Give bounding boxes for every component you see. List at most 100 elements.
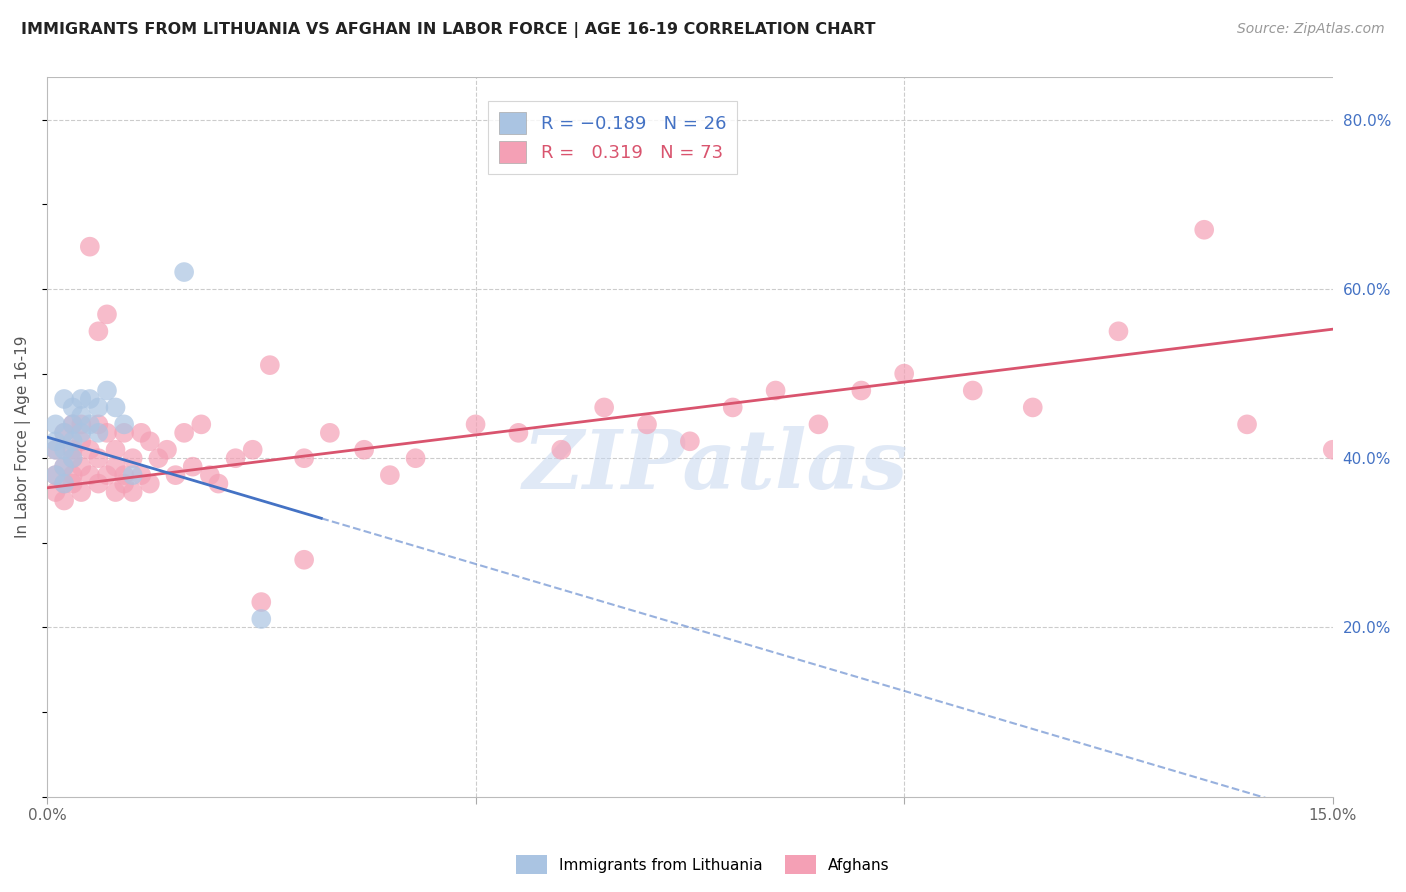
Point <box>87 451 110 466</box>
Point <box>112 417 135 432</box>
Point <box>45 468 67 483</box>
Point <box>173 425 195 440</box>
Point <box>250 612 273 626</box>
Point <box>79 468 101 483</box>
Point <box>45 417 67 432</box>
Point <box>464 417 486 432</box>
Point <box>53 392 76 406</box>
Point <box>87 417 110 432</box>
Legend: Immigrants from Lithuania, Afghans: Immigrants from Lithuania, Afghans <box>510 849 896 880</box>
Point <box>96 468 118 483</box>
Point <box>129 425 152 440</box>
Point <box>62 451 84 466</box>
Point <box>62 468 84 483</box>
Point <box>45 442 67 457</box>
Point <box>62 476 84 491</box>
Point <box>765 384 787 398</box>
Point <box>70 417 93 432</box>
Point <box>292 553 315 567</box>
Point <box>139 476 162 491</box>
Point <box>70 409 93 423</box>
Point <box>259 358 281 372</box>
Point <box>70 434 93 449</box>
Point <box>962 384 984 398</box>
Point <box>250 595 273 609</box>
Point <box>62 434 84 449</box>
Point <box>53 493 76 508</box>
Point <box>508 425 530 440</box>
Point <box>112 468 135 483</box>
Point <box>70 392 93 406</box>
Point <box>104 401 127 415</box>
Point <box>1022 401 1045 415</box>
Point <box>79 240 101 254</box>
Point <box>121 485 143 500</box>
Point <box>45 434 67 449</box>
Point <box>96 384 118 398</box>
Point <box>139 434 162 449</box>
Point <box>53 442 76 457</box>
Point <box>207 476 229 491</box>
Point <box>70 459 93 474</box>
Point <box>96 425 118 440</box>
Legend: R = −0.189   N = 26, R =   0.319   N = 73: R = −0.189 N = 26, R = 0.319 N = 73 <box>488 101 737 174</box>
Point <box>87 401 110 415</box>
Point <box>405 451 427 466</box>
Point <box>70 425 93 440</box>
Point <box>173 265 195 279</box>
Point <box>353 442 375 457</box>
Point <box>181 459 204 474</box>
Point <box>165 468 187 483</box>
Point <box>53 425 76 440</box>
Text: ZIPatlas: ZIPatlas <box>523 425 908 506</box>
Point <box>62 417 84 432</box>
Text: IMMIGRANTS FROM LITHUANIA VS AFGHAN IN LABOR FORCE | AGE 16-19 CORRELATION CHART: IMMIGRANTS FROM LITHUANIA VS AFGHAN IN L… <box>21 22 876 38</box>
Point <box>593 401 616 415</box>
Point <box>1236 417 1258 432</box>
Point <box>62 417 84 432</box>
Point <box>242 442 264 457</box>
Point <box>378 468 401 483</box>
Point <box>96 307 118 321</box>
Point <box>104 442 127 457</box>
Point <box>87 324 110 338</box>
Point <box>807 417 830 432</box>
Point <box>198 468 221 483</box>
Point <box>53 459 76 474</box>
Y-axis label: In Labor Force | Age 16-19: In Labor Force | Age 16-19 <box>15 335 31 538</box>
Point <box>62 451 84 466</box>
Point <box>45 485 67 500</box>
Point <box>79 392 101 406</box>
Point <box>156 442 179 457</box>
Point <box>53 425 76 440</box>
Point <box>45 442 67 457</box>
Point <box>70 485 93 500</box>
Point <box>79 417 101 432</box>
Point <box>1192 223 1215 237</box>
Point <box>129 468 152 483</box>
Point <box>104 459 127 474</box>
Point <box>225 451 247 466</box>
Point <box>121 468 143 483</box>
Point <box>190 417 212 432</box>
Point <box>1108 324 1130 338</box>
Point <box>53 476 76 491</box>
Point <box>148 451 170 466</box>
Point <box>87 476 110 491</box>
Point <box>851 384 873 398</box>
Point <box>721 401 744 415</box>
Point <box>1322 442 1344 457</box>
Point <box>112 425 135 440</box>
Point <box>53 476 76 491</box>
Point <box>62 401 84 415</box>
Point <box>292 451 315 466</box>
Point <box>104 485 127 500</box>
Point <box>893 367 915 381</box>
Point <box>45 468 67 483</box>
Point <box>79 442 101 457</box>
Point <box>112 476 135 491</box>
Point <box>121 451 143 466</box>
Point <box>550 442 572 457</box>
Point <box>319 425 342 440</box>
Text: Source: ZipAtlas.com: Source: ZipAtlas.com <box>1237 22 1385 37</box>
